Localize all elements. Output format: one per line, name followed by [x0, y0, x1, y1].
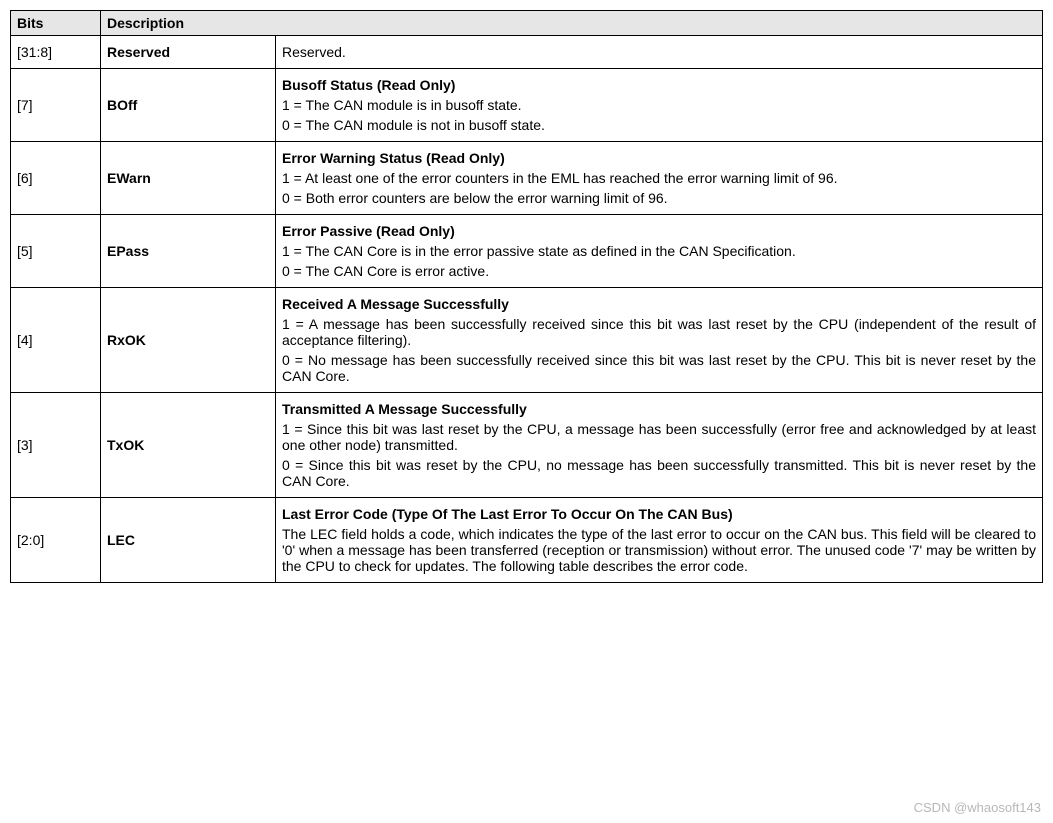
field-name-cell: RxOK: [101, 288, 276, 393]
bits-cell: [3]: [11, 393, 101, 498]
description-cell: Received A Message Successfully 1 = A mes…: [276, 288, 1043, 393]
description-cell: Transmitted A Message Successfully 1 = Si…: [276, 393, 1043, 498]
description-line: 0 = Both error counters are below the er…: [282, 190, 1036, 206]
table-row: [2:0]LEC Last Error Code (Type Of The Las…: [11, 498, 1043, 583]
description-line: 1 = The CAN module is in busoff state.: [282, 97, 1036, 113]
description-line: 1 = At least one of the error counters i…: [282, 170, 1036, 186]
bits-cell: [31:8]: [11, 36, 101, 69]
description-line: 0 = The CAN Core is error active.: [282, 263, 1036, 279]
description-title: Busoff Status (Read Only): [282, 77, 1036, 93]
field-name-cell: LEC: [101, 498, 276, 583]
description-title: Error Passive (Read Only): [282, 223, 1036, 239]
header-description: Description: [101, 11, 1043, 36]
description-line: 0 = Since this bit was reset by the CPU,…: [282, 457, 1036, 489]
bits-cell: [7]: [11, 69, 101, 142]
description-line: Reserved.: [282, 44, 1036, 60]
table-row: [5]EPass Error Passive (Read Only) 1 = The…: [11, 215, 1043, 288]
description-cell: Busoff Status (Read Only) 1 = The CAN mod…: [276, 69, 1043, 142]
table-row: [3]TxOKTransmitted A Message Successfull…: [11, 393, 1043, 498]
description-title: Transmitted A Message Successfully: [282, 401, 1036, 417]
table-body: [31:8]ReservedReserved.[7]BOffBusoff Sta…: [11, 36, 1043, 583]
table-row: [7]BOff Busoff Status (Read Only) 1 = The …: [11, 69, 1043, 142]
description-cell: Error Passive (Read Only) 1 = The CAN Cor…: [276, 215, 1043, 288]
description-line: 0 = No message has been successfully rec…: [282, 352, 1036, 384]
bits-cell: [4]: [11, 288, 101, 393]
description-line: 0 = The CAN module is not in busoff stat…: [282, 117, 1036, 133]
field-name-cell: TxOK: [101, 393, 276, 498]
header-bits: Bits: [11, 11, 101, 36]
description-line: 1 = Since this bit was last reset by the…: [282, 421, 1036, 453]
bits-cell: [6]: [11, 142, 101, 215]
bits-cell: [2:0]: [11, 498, 101, 583]
table-row: [4]RxOK Received A Message Successfully 1 …: [11, 288, 1043, 393]
field-name-cell: Reserved: [101, 36, 276, 69]
description-cell: Last Error Code (Type Of The Last Error …: [276, 498, 1043, 583]
table-header: Bits Description: [11, 11, 1043, 36]
field-name-cell: EPass: [101, 215, 276, 288]
register-table: Bits Description [31:8]Reserved Reserved.…: [10, 10, 1043, 583]
description-line: The LEC field holds a code, which indica…: [282, 526, 1036, 574]
watermark-text: CSDN @whaosoft143: [914, 800, 1041, 815]
bits-cell: [5]: [11, 215, 101, 288]
description-title: Error Warning Status (Read Only): [282, 150, 1036, 166]
field-name-cell: EWarn: [101, 142, 276, 215]
description-line: 1 = A message has been successfully rece…: [282, 316, 1036, 348]
table-row: [6]EWarnError Warning Status (Read Only)…: [11, 142, 1043, 215]
description-title: Last Error Code (Type Of The Last Error …: [282, 506, 1036, 522]
description-cell: Error Warning Status (Read Only) 1 = At l…: [276, 142, 1043, 215]
description-cell: Reserved.: [276, 36, 1043, 69]
field-name-cell: BOff: [101, 69, 276, 142]
table-row: [31:8]Reserved Reserved.: [11, 36, 1043, 69]
description-line: 1 = The CAN Core is in the error passive…: [282, 243, 1036, 259]
description-title: Received A Message Successfully: [282, 296, 1036, 312]
